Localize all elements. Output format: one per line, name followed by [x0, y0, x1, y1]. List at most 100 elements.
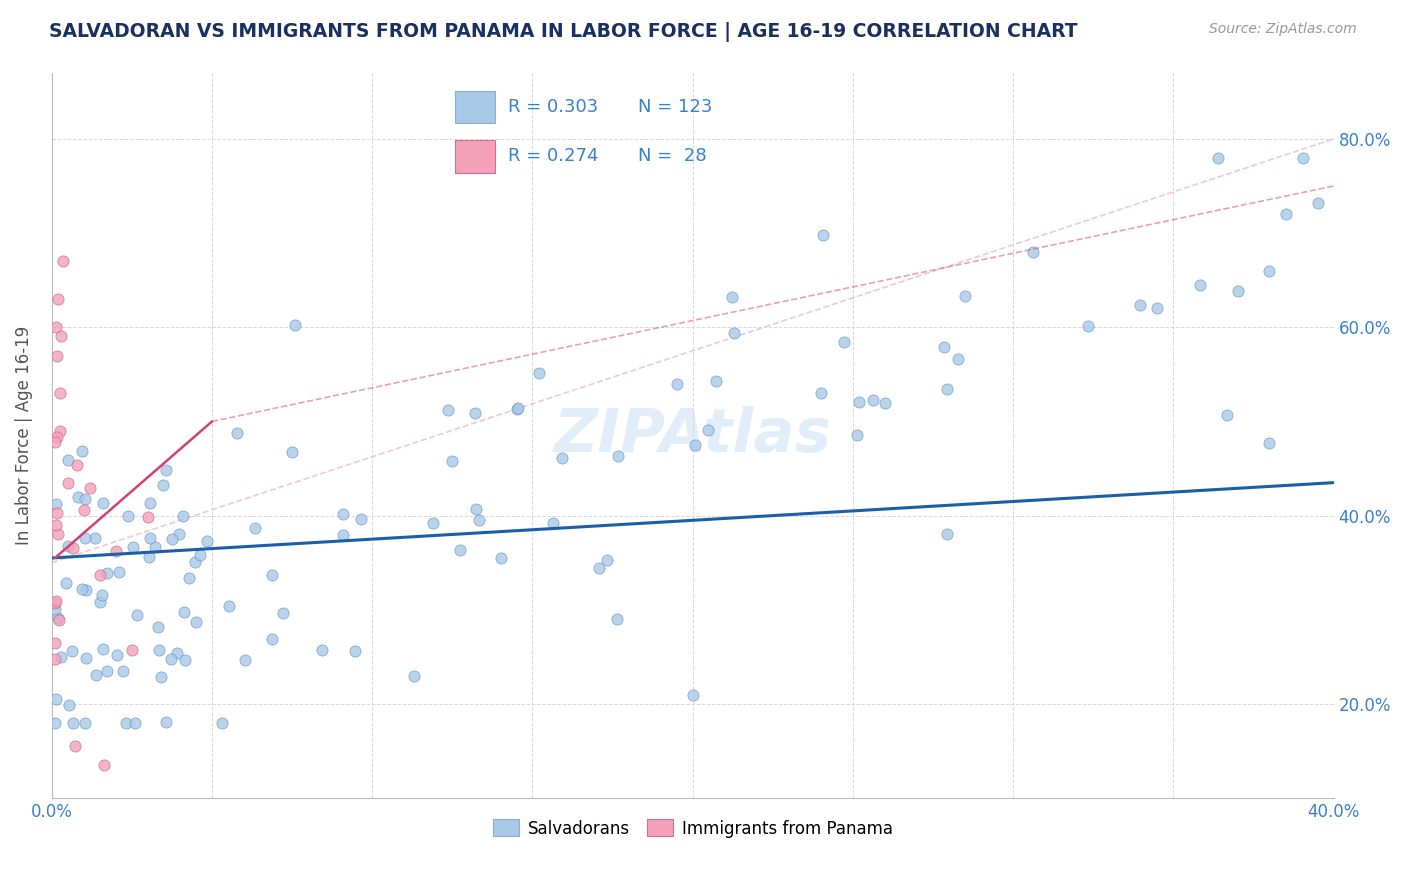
Point — [46, 507, 69, 521]
Point — [79, 481, 101, 495]
Point — [45, 430, 67, 444]
Point — [139, 531, 162, 545]
Point — [953, 289, 976, 303]
Point — [75, 531, 97, 545]
Point — [1292, 151, 1315, 165]
Point — [45, 320, 67, 334]
Point — [440, 453, 463, 467]
Point — [1129, 298, 1152, 312]
Point — [506, 402, 529, 417]
Point — [813, 228, 835, 243]
Y-axis label: In Labor Force | Age 16-19: In Labor Force | Age 16-19 — [15, 326, 32, 545]
Point — [332, 508, 354, 522]
Point — [1208, 151, 1230, 165]
Point — [65, 739, 87, 754]
Point — [89, 568, 111, 582]
Point — [704, 374, 727, 388]
Point — [527, 367, 550, 381]
Point — [45, 594, 67, 608]
Point — [422, 516, 444, 531]
Point — [402, 669, 425, 683]
Point — [218, 599, 240, 614]
Point — [83, 531, 105, 545]
FancyBboxPatch shape — [456, 91, 495, 123]
Point — [51, 650, 73, 665]
Point — [1022, 244, 1045, 259]
Point — [1077, 318, 1099, 333]
Point — [96, 566, 118, 580]
Point — [935, 527, 957, 541]
Point — [226, 425, 249, 440]
Point — [596, 553, 619, 567]
Point — [1257, 264, 1279, 278]
Point — [848, 394, 870, 409]
Point — [148, 643, 170, 657]
Point — [73, 502, 96, 516]
Point — [49, 386, 72, 401]
Point — [117, 508, 139, 523]
Point — [143, 541, 166, 555]
Point — [105, 648, 128, 662]
Point — [58, 698, 80, 712]
Point — [588, 561, 610, 575]
Point — [195, 533, 218, 548]
Point — [52, 254, 75, 268]
Point — [183, 555, 205, 569]
Point — [44, 715, 66, 730]
Point — [45, 497, 67, 511]
Point — [723, 326, 745, 341]
FancyBboxPatch shape — [456, 140, 495, 173]
Point — [489, 550, 512, 565]
Point — [114, 715, 136, 730]
Point — [508, 401, 530, 416]
Point — [44, 435, 66, 450]
Point — [1306, 196, 1329, 211]
Point — [48, 527, 70, 541]
Point — [56, 539, 79, 553]
Point — [44, 652, 66, 666]
Point — [271, 606, 294, 620]
Point — [260, 632, 283, 647]
Point — [89, 595, 111, 609]
Point — [682, 688, 704, 702]
Point — [121, 541, 143, 555]
Point — [155, 714, 177, 729]
Point — [70, 444, 93, 458]
Point — [45, 692, 67, 706]
Point — [243, 521, 266, 535]
Point — [45, 349, 67, 363]
Point — [73, 491, 96, 506]
Point — [810, 386, 832, 401]
Text: N =  28: N = 28 — [638, 147, 706, 165]
Point — [465, 502, 488, 516]
Point — [166, 646, 188, 660]
Point — [1226, 284, 1249, 298]
Point — [55, 575, 77, 590]
Point — [936, 382, 959, 396]
Point — [91, 642, 114, 657]
Point — [437, 403, 460, 417]
Point — [127, 608, 149, 623]
Point — [211, 715, 233, 730]
Point — [169, 526, 191, 541]
Point — [56, 453, 79, 467]
Point — [62, 644, 84, 658]
Point — [49, 328, 72, 343]
Point — [96, 664, 118, 678]
Point — [543, 516, 565, 531]
Point — [48, 424, 70, 438]
Point — [173, 605, 195, 619]
Point — [1274, 207, 1296, 221]
Text: N = 123: N = 123 — [638, 98, 711, 116]
Point — [1188, 277, 1211, 292]
Point — [136, 510, 159, 524]
Point — [846, 428, 869, 442]
Point — [934, 340, 956, 354]
Point — [721, 290, 744, 304]
Point — [90, 588, 112, 602]
Text: R = 0.274: R = 0.274 — [508, 147, 599, 165]
Point — [160, 532, 183, 546]
Point — [468, 513, 491, 527]
Text: Source: ZipAtlas.com: Source: ZipAtlas.com — [1209, 22, 1357, 37]
Point — [188, 549, 211, 563]
